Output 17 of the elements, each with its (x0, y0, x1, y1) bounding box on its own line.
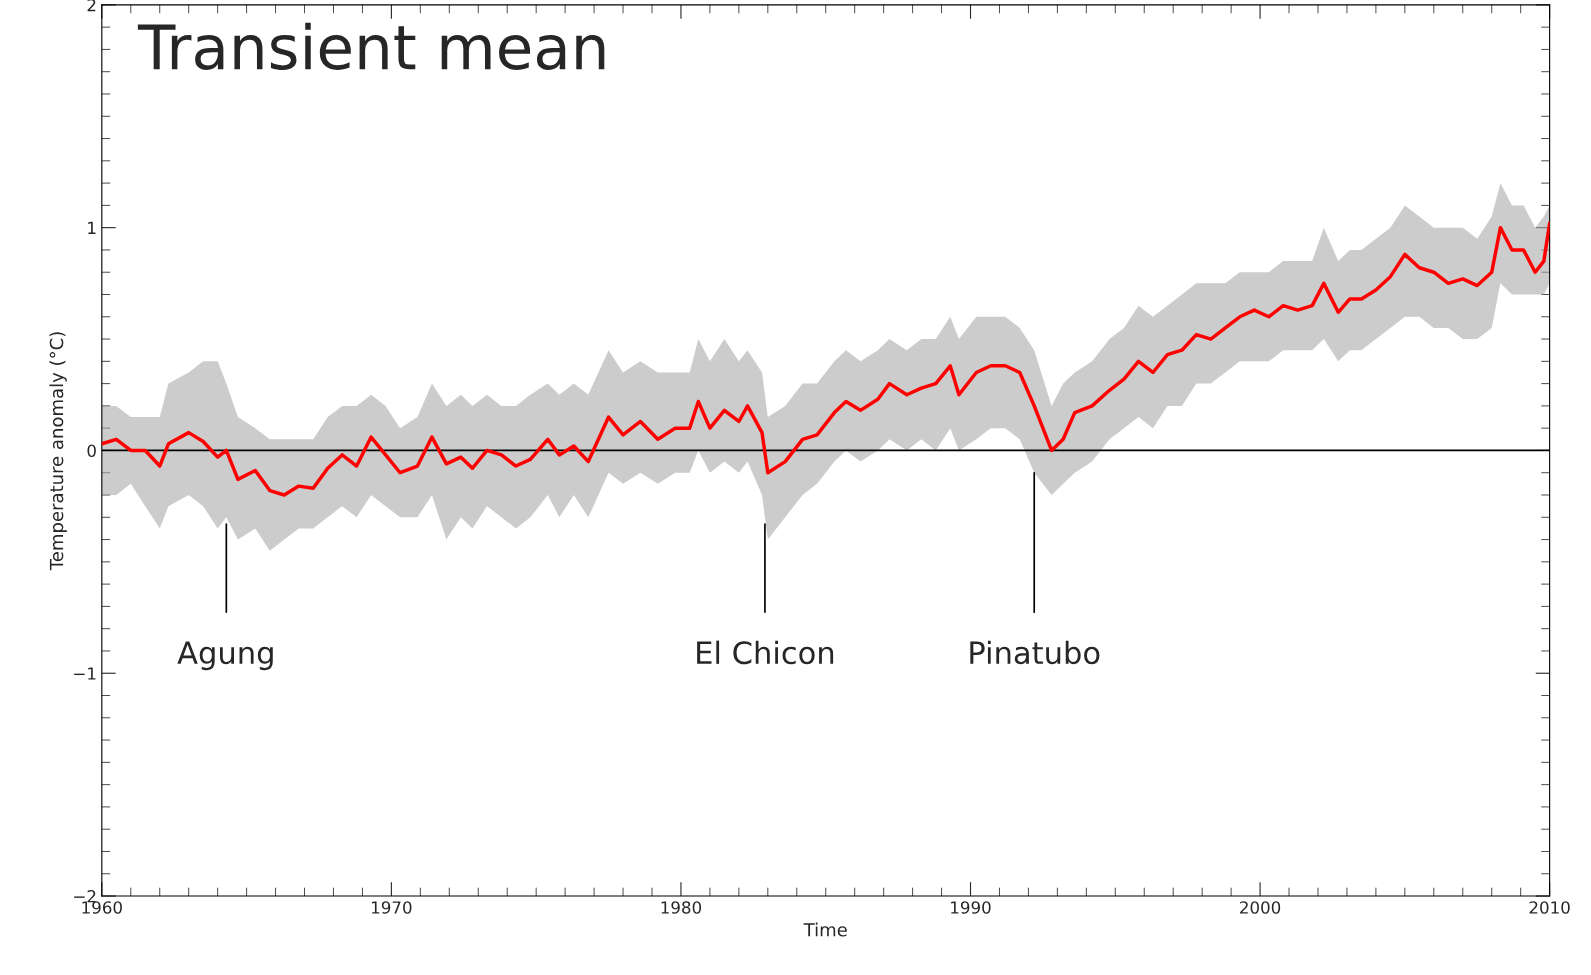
x-tick-label: 2000 (1240, 901, 1281, 914)
x-tick-label: 1970 (372, 901, 412, 914)
x-tick-label: 2010 (1529, 901, 1570, 914)
y-tick-label: 1 (88, 221, 96, 234)
x-tick-label: 1960 (82, 901, 122, 914)
x-tick-label: 1990 (951, 901, 991, 914)
y-tick-label: 0 (87, 444, 96, 458)
annotation: Pinatubo (970, 640, 1100, 665)
x-axis-title: Time (803, 922, 847, 937)
annotation: Transient mean (137, 22, 605, 70)
line-series (101, 221, 1550, 497)
annotation: Agung (177, 641, 273, 671)
y-axis-title: Temperature anomaly (°C) (49, 332, 67, 571)
y-tick-label: −2 (74, 889, 96, 903)
annotation: El Chicon (697, 640, 834, 665)
x-tick-label: 1980 (661, 901, 702, 914)
y-tick-label: −1 (74, 667, 96, 680)
